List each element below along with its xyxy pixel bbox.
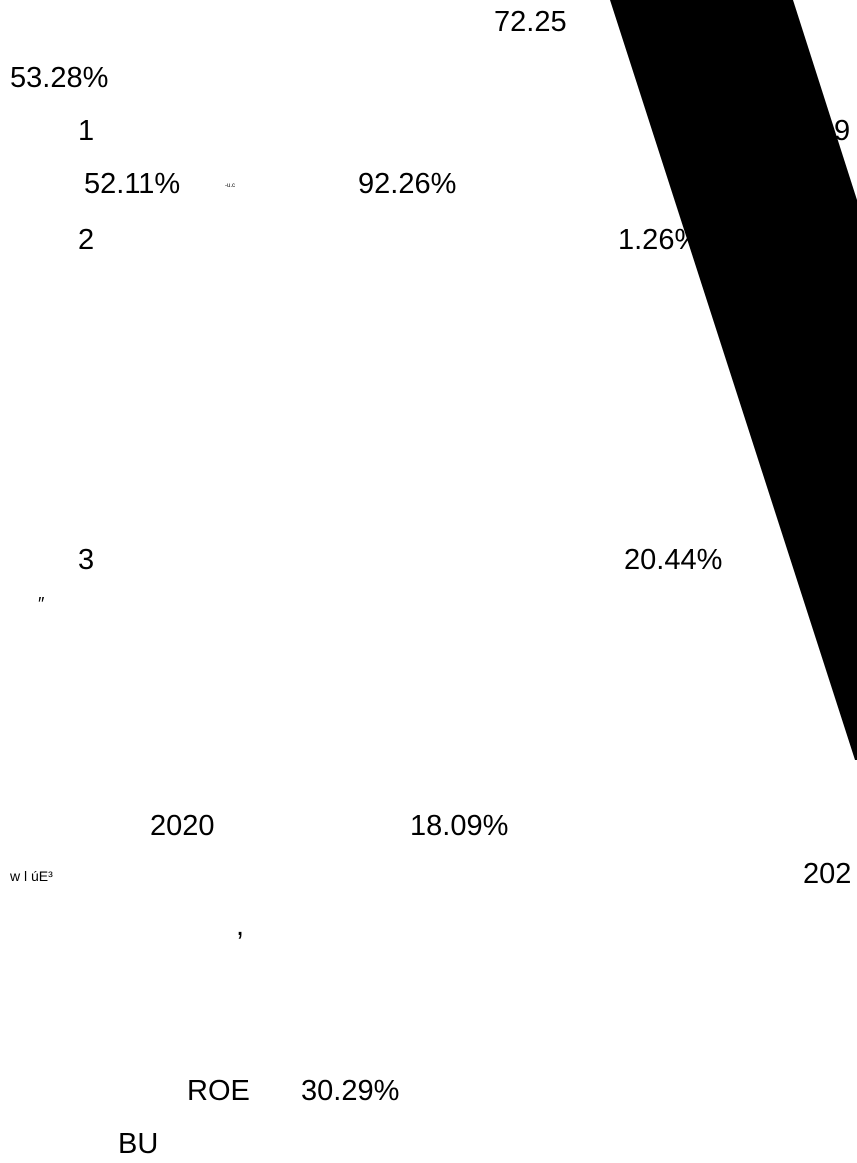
percent-year-row: 18.09%: [410, 810, 509, 842]
percent-row-1: 52.11%: [84, 168, 181, 200]
list-number-1: 1: [78, 115, 95, 147]
percent-row-2-right: 1.26%: [618, 224, 701, 256]
black-band-shape: [610, 0, 857, 760]
roe-label: ROE: [187, 1075, 250, 1107]
list-number-2: 2: [78, 224, 95, 256]
roe-value: 30.29%: [301, 1075, 400, 1107]
quote-mark: ″: [38, 594, 45, 614]
comma-mark: ,: [236, 910, 245, 942]
garbled-label: w l úE³: [10, 868, 53, 884]
tiny-marker: -u.c: [225, 183, 236, 189]
year-left: 2020: [150, 810, 215, 842]
year-right-cut: 202: [803, 858, 852, 890]
edge-digit: 9: [834, 115, 851, 147]
percent-row-1-right: 92.26%: [358, 168, 457, 200]
percent-row-3-right: 20.44%: [624, 544, 723, 576]
percent-upper-left: 53.28%: [10, 62, 109, 94]
list-number-3: 3: [78, 544, 95, 576]
top-value: 72.25: [494, 6, 567, 38]
bu-label: BU: [118, 1128, 159, 1160]
